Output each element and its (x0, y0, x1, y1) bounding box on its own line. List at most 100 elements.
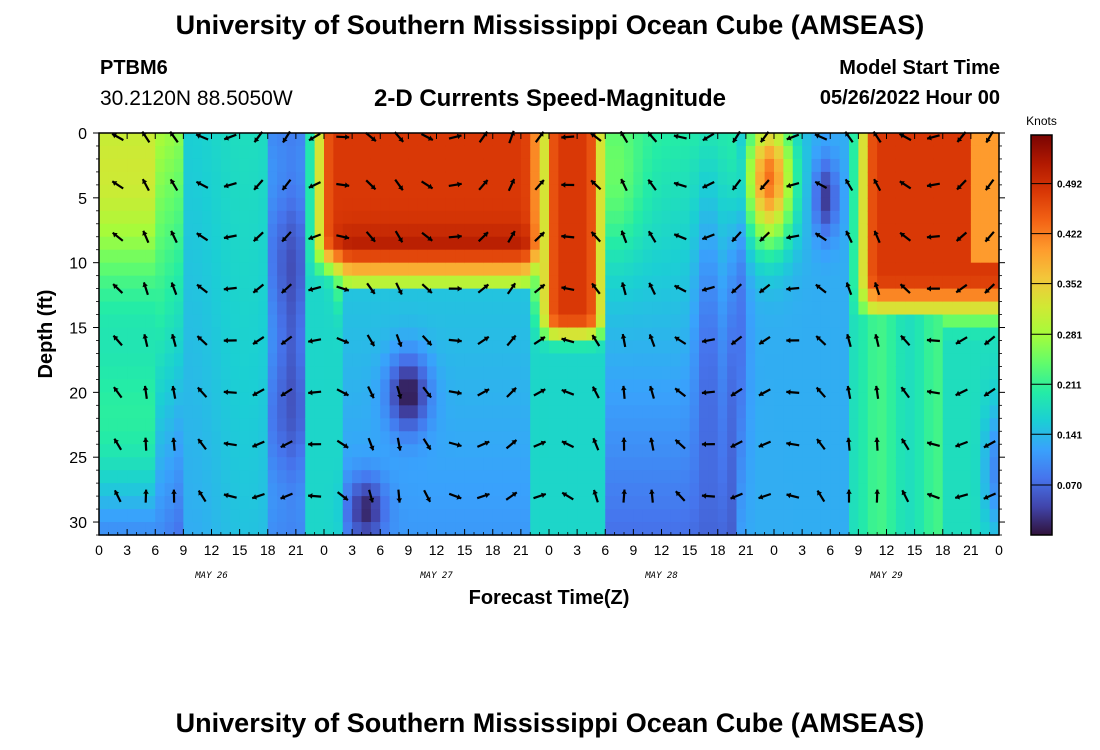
heatmap-cell (99, 483, 109, 497)
heatmap-cell (595, 262, 606, 277)
heatmap-cell (549, 509, 559, 523)
heatmap-cell (164, 197, 175, 212)
heatmap-cell (530, 236, 541, 251)
current-arrow (561, 134, 575, 140)
heatmap-cell (399, 366, 409, 380)
heatmap-cell (136, 431, 147, 445)
heatmap-cell (155, 470, 166, 484)
heatmap-cell (464, 379, 475, 393)
heatmap-cell (774, 431, 784, 445)
heatmap-cell (286, 379, 297, 393)
heatmap-cell (155, 509, 166, 523)
heatmap-cell (633, 145, 644, 160)
heatmap-cell (99, 522, 109, 536)
current-arrow (758, 283, 771, 294)
heatmap-cell (511, 340, 522, 355)
heatmap-cell (145, 145, 156, 160)
heatmap-cell (145, 444, 156, 458)
heatmap-cell (624, 236, 634, 251)
heatmap-cell (145, 366, 156, 380)
current-arrow (815, 386, 827, 398)
heatmap-cell (539, 470, 550, 484)
current-arrow (533, 335, 546, 346)
heatmap-cell (708, 327, 719, 342)
heatmap-cell (914, 366, 925, 380)
heatmap-cell (492, 366, 503, 380)
heatmap-cell (174, 522, 184, 536)
heatmap-cell (267, 158, 278, 173)
heatmap-cell (727, 210, 738, 225)
heatmap-cell (652, 158, 663, 173)
heatmap-cell (858, 509, 869, 523)
current-arrow (367, 437, 375, 451)
heatmap-cell (624, 366, 634, 380)
heatmap-cell (136, 301, 147, 316)
heatmap-cell (961, 249, 972, 264)
heatmap-cell (605, 145, 616, 160)
heatmap-cell (286, 288, 297, 303)
heatmap-cell (895, 327, 906, 342)
heatmap-cell (661, 314, 672, 329)
heatmap-cell (642, 223, 653, 238)
heatmap-cell (202, 379, 213, 393)
heatmap-cell (174, 418, 184, 432)
heatmap-cell (886, 171, 897, 186)
heatmap-cell (905, 379, 916, 393)
heatmap-cell (239, 483, 250, 497)
heatmap-cell (164, 145, 175, 160)
heatmap-cell (952, 145, 963, 160)
heatmap-cell (849, 496, 859, 510)
heatmap-cell (211, 353, 222, 368)
heatmap-cell (614, 327, 625, 342)
heatmap-cell (145, 197, 156, 212)
heatmap-cell (99, 184, 109, 199)
heatmap-cell (520, 275, 531, 290)
heatmap-cell (577, 340, 588, 355)
heatmap-cell (745, 353, 756, 368)
heatmap-cell (858, 301, 869, 316)
current-arrow (731, 179, 742, 191)
heatmap-cell (399, 496, 409, 510)
heatmap-cell (389, 301, 400, 316)
heatmap-cell (136, 184, 147, 199)
heatmap-cell (127, 444, 138, 458)
heatmap-cell (230, 470, 241, 484)
heatmap-cell (249, 509, 259, 523)
heatmap-cell (295, 470, 306, 484)
heatmap-cell (717, 431, 728, 445)
heatmap-cell (764, 496, 775, 510)
heatmap-cell (858, 522, 869, 536)
current-arrow (170, 333, 177, 347)
heatmap-cell (455, 301, 466, 316)
heatmap-cell (952, 522, 963, 536)
heatmap-cell (520, 314, 531, 329)
current-arrow (815, 335, 827, 346)
heatmap-cell (258, 483, 269, 497)
heatmap-cell (352, 392, 363, 406)
heatmap-cell (952, 223, 963, 238)
heatmap-cell (577, 379, 588, 393)
heatmap-cell (192, 522, 203, 536)
heatmap-cell (942, 470, 953, 484)
heatmap-cell (736, 470, 747, 484)
heatmap-cell (145, 301, 156, 316)
heatmap-cell (624, 457, 634, 471)
heatmap-cell (689, 210, 700, 225)
heatmap-cell (183, 457, 194, 471)
heatmap-cell (689, 275, 700, 290)
heatmap-cell (577, 210, 588, 225)
heatmap-cell (924, 353, 934, 368)
heatmap-cell (886, 236, 897, 251)
heatmap-cell (174, 171, 184, 186)
heatmap-cell (624, 301, 634, 316)
heatmap-cell (417, 522, 428, 536)
heatmap-cell (108, 197, 119, 212)
heatmap-cell (183, 133, 194, 147)
heatmap-cell (820, 145, 831, 160)
heatmap-cell (342, 275, 353, 290)
heatmap-cell (699, 431, 709, 445)
heatmap-cell (380, 133, 391, 147)
heatmap-cell (305, 470, 316, 484)
heatmap-cell (286, 301, 297, 316)
heatmap-cell (736, 301, 747, 316)
